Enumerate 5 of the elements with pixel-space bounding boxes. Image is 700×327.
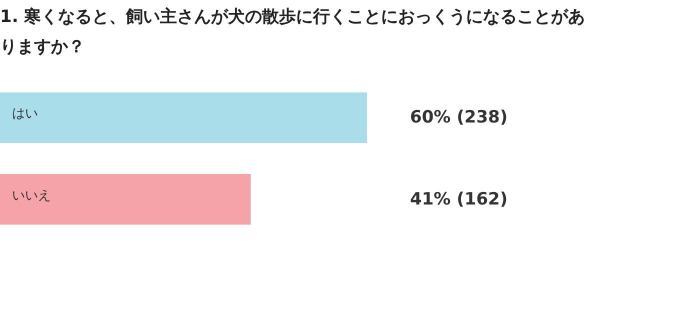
y-tick-label: いいえ bbox=[12, 188, 51, 204]
y-tick-label: はい bbox=[12, 106, 38, 122]
text: 1. 寒くなると、飼い主さんが犬の散歩に行くことにおっくうになることがありますか？ bbox=[0, 7, 586, 57]
data-label: 60% (238) bbox=[410, 108, 508, 128]
data-label: 41% (162) bbox=[410, 189, 508, 210]
